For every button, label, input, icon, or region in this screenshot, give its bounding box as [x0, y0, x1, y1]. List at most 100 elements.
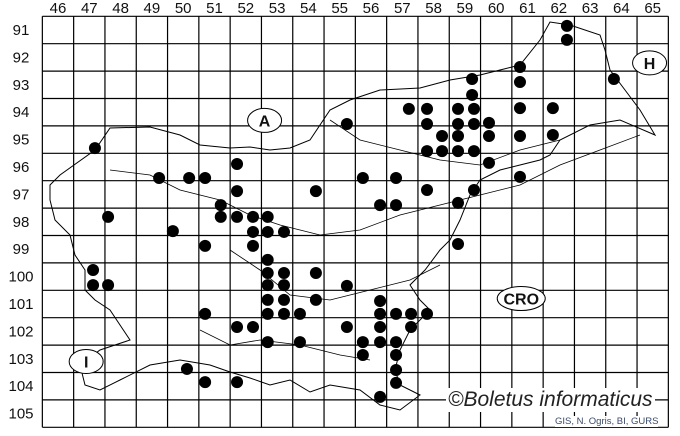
record-dot: [199, 307, 212, 320]
row-label: 93: [13, 77, 30, 94]
record-dot: [483, 130, 496, 143]
record-dot: [483, 156, 496, 169]
column-label: 64: [613, 0, 630, 17]
river: [109, 134, 641, 236]
record-dot: [390, 307, 403, 320]
column-label: 52: [237, 0, 254, 17]
record-dot: [87, 264, 100, 277]
row-label: 98: [13, 214, 30, 231]
record-dot: [180, 362, 193, 375]
record-dot: [199, 376, 212, 389]
country-label-ellipse: [68, 349, 104, 375]
record-dot: [356, 348, 369, 361]
record-dot: [607, 73, 620, 86]
record-dot: [452, 102, 465, 115]
record-dot: [436, 145, 449, 158]
river: [229, 249, 441, 301]
column-label: 57: [394, 0, 411, 17]
record-dot: [390, 348, 403, 361]
record-dot: [277, 267, 290, 280]
river: [199, 329, 371, 361]
record-dot: [374, 307, 387, 320]
row-label: 103: [8, 351, 33, 368]
record-dot: [277, 293, 290, 306]
country-label: H: [644, 56, 656, 73]
record-dot: [261, 293, 274, 306]
record-dot: [452, 196, 465, 209]
record-dot: [277, 307, 290, 320]
row-label: 91: [13, 22, 30, 39]
record-dot: [452, 237, 465, 250]
column-label: 62: [550, 0, 567, 17]
row-label: 97: [13, 186, 30, 203]
record-dot: [390, 376, 403, 389]
record-dot: [261, 279, 274, 292]
river: [329, 119, 561, 166]
record-dot: [88, 142, 101, 155]
record-dot: [483, 116, 496, 129]
record-dot: [546, 102, 559, 115]
country-label: CRO: [503, 292, 539, 309]
record-dots: [87, 19, 620, 403]
record-dot: [466, 88, 479, 101]
record-dot: [467, 145, 480, 158]
record-dot: [421, 145, 434, 158]
country-labels: A H CRO I: [68, 50, 668, 375]
column-label: 54: [300, 0, 317, 17]
record-dot: [246, 225, 259, 238]
record-dot: [340, 279, 353, 292]
record-dot: [199, 171, 212, 184]
record-dot: [231, 157, 244, 170]
record-dot: [261, 210, 274, 223]
record-dot: [402, 102, 415, 115]
record-dot: [261, 336, 274, 349]
record-dot: [166, 225, 179, 238]
record-dot: [102, 210, 115, 223]
record-dot: [277, 279, 290, 292]
country-label: I: [84, 355, 88, 372]
record-dot: [261, 253, 274, 266]
record-dot: [340, 321, 353, 334]
column-label: 55: [331, 0, 348, 17]
record-dot: [214, 210, 227, 223]
record-dot: [261, 267, 274, 280]
record-dot: [293, 307, 306, 320]
column-label: 63: [582, 0, 599, 17]
record-dot: [374, 321, 387, 334]
record-dot: [199, 239, 212, 252]
record-dot: [546, 128, 559, 141]
record-dot: [374, 294, 387, 307]
record-dot: [513, 102, 526, 115]
credit-text: GIS, N. Ogris, BI, GURS: [555, 416, 659, 427]
column-label: 49: [144, 0, 161, 17]
record-dot: [452, 130, 465, 143]
column-label: 48: [112, 0, 129, 17]
record-dot: [246, 210, 259, 223]
record-dot: [560, 33, 573, 46]
record-dot: [214, 199, 227, 212]
record-dot: [246, 239, 259, 252]
country-label-ellipse: [632, 50, 668, 76]
column-label: 59: [457, 0, 474, 17]
record-dot: [87, 279, 100, 292]
record-dot: [102, 279, 115, 292]
record-dot: [293, 336, 306, 349]
record-dot: [183, 171, 196, 184]
row-label: 102: [8, 323, 33, 340]
record-dot: [390, 364, 403, 377]
record-dot: [421, 102, 434, 115]
record-dot: [421, 184, 434, 197]
record-dot: [452, 117, 465, 130]
slovenia-outline: [49, 21, 657, 411]
record-dot: [309, 185, 322, 198]
record-dot: [467, 102, 480, 115]
copyright-text: ©Boletus informaticus: [446, 388, 655, 412]
record-dot: [277, 225, 290, 238]
record-dot: [356, 336, 369, 349]
record-dot: [374, 199, 387, 212]
row-label: 95: [13, 132, 30, 149]
country-label: A: [259, 113, 271, 130]
column-label: 60: [488, 0, 505, 17]
